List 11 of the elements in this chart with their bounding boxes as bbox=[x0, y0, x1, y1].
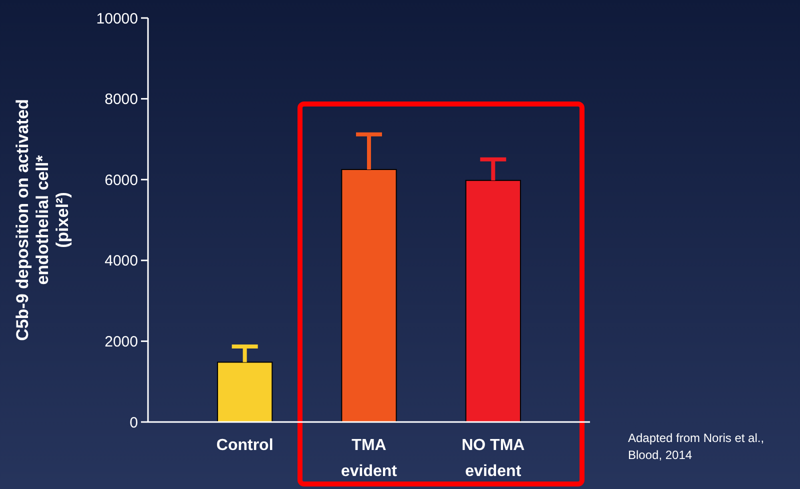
text: Adapted from Noris et al., Blood, 2014 bbox=[628, 431, 764, 462]
y-tick-label: 6000 bbox=[104, 172, 138, 189]
y-tick-label: 8000 bbox=[104, 91, 138, 108]
x-tick-label: TMA evident bbox=[340, 437, 398, 480]
y-tick-label: 4000 bbox=[104, 252, 138, 270]
x-tick-label: NO TMA evident bbox=[462, 437, 526, 480]
y-tick-label: 0 bbox=[130, 414, 138, 432]
x-tick-label: Control bbox=[216, 437, 274, 454]
y-tick-label: 2000 bbox=[104, 333, 138, 350]
y-tick-label: 10000 bbox=[96, 10, 138, 28]
y-axis-title: C5b-9 deposition on activated endothelial cell* (pixel²) bbox=[13, 99, 72, 341]
